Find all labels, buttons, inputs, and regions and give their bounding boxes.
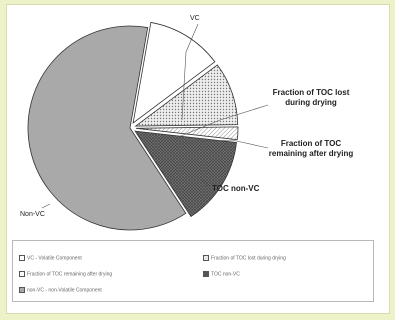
legend: VC - Volatile Component Fraction of TOC … [12,240,374,302]
callout-nonvc: Non-VC [20,211,45,218]
leader-tocnonvc [201,179,213,189]
leader-remaining [177,139,269,149]
leader-nonvc [41,203,51,209]
legend-item-tocnonvc: TOC non-VC [203,271,240,277]
legend-swatch [19,255,25,261]
legend-swatch [203,271,209,277]
legend-label: VC - Volatile Component [27,255,82,262]
leader-lost [175,104,269,139]
callout-lost: Fraction of TOC lost during drying [272,88,350,107]
pie-slice-0 [132,21,216,124]
legend-item-remaining: Fraction of TOC remaining after drying [19,271,112,277]
pie-slice-4 [27,25,187,231]
callout-vc: VC [190,15,200,22]
legend-label: Fraction of TOC lost during drying [211,255,286,262]
legend-swatch [203,255,209,261]
legend-item-nonvc: non-VC - non-Volatile Component [19,287,102,293]
leader-vc [181,23,199,121]
legend-label: TOC non-VC [211,271,240,278]
legend-label: Fraction of TOC remaining after drying [27,271,113,278]
legend-swatch [19,271,25,277]
pie-slice-3 [134,130,237,218]
legend-item-lost: Fraction of TOC lost during drying [203,255,286,261]
pie-slice-1 [134,64,239,127]
legend-label: non-VC - non-Volatile Component [27,287,102,294]
legend-item-vc: VC - Volatile Component [19,255,82,261]
callout-tocnonvc: TOC non-VC [212,184,260,193]
callout-remaining: Fraction of TOC remaining after drying [268,139,354,158]
legend-swatch [19,287,25,293]
